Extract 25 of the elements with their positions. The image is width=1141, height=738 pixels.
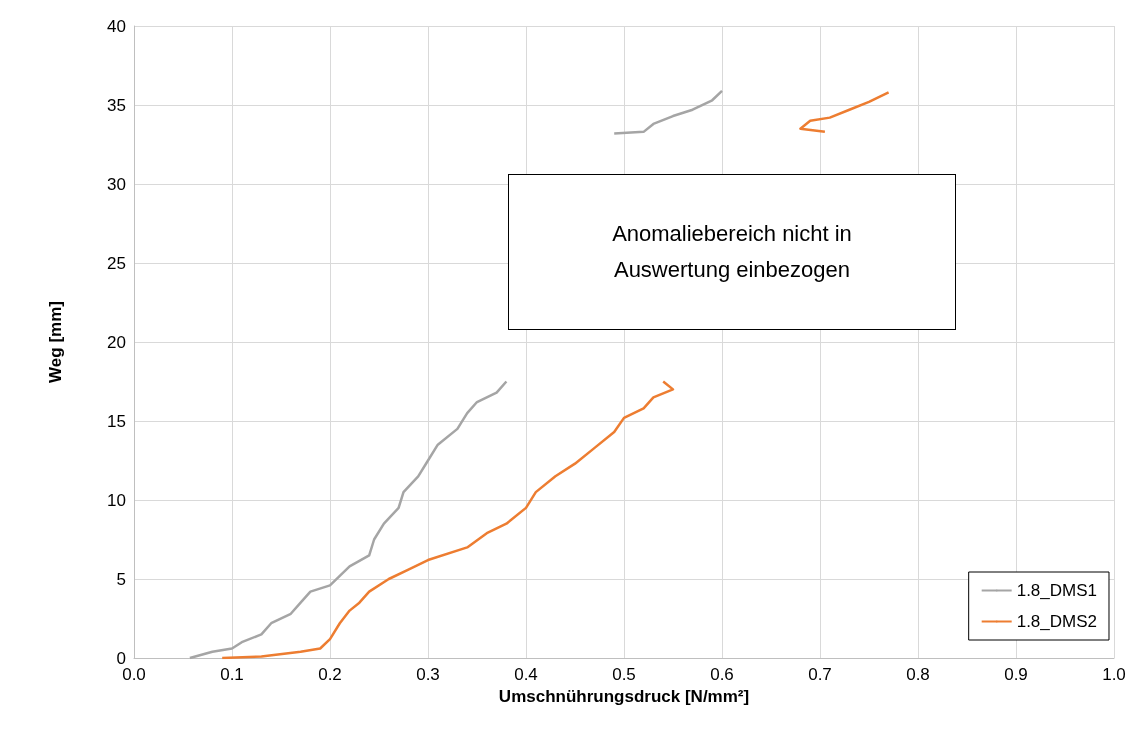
x-tick-label: 0.0 [122,665,146,684]
x-tick-label: 1.0 [1102,665,1126,684]
x-tick-label: 0.4 [514,665,538,684]
y-tick-label: 15 [107,411,126,431]
legend-label: 1.8_DMS1 [1016,581,1098,600]
y-tick-label: 25 [107,253,126,273]
x-tick-label: 0.2 [318,665,342,684]
x-tick-label: 0.7 [808,665,832,684]
x-axis-title: Umschnührungsdruck [N/mm²] [498,686,750,706]
x-tick-label: 0.8 [906,665,930,684]
x-tick-label: 0.3 [416,665,440,684]
y-tick-label: 40 [107,16,126,36]
x-tick-label: 0.9 [1004,665,1028,684]
legend-label: 1.8_DMS2 [1016,612,1098,631]
y-axis-title: Weg [mm] [46,301,65,383]
y-tick-label: 30 [107,174,126,194]
x-tick-label: 0.6 [710,665,734,684]
callout-box: Anomaliebereich nicht in Auswertung einbezogen [508,174,956,330]
x-tick-label: 0.5 [612,665,636,684]
y-tick-label: 0 [116,648,126,668]
y-tick-label: 5 [116,569,126,589]
x-tick-label: 0.1 [220,665,244,684]
y-tick-label: 20 [107,332,126,352]
y-tick-label: 10 [107,490,126,510]
y-tick-label: 35 [107,95,126,115]
